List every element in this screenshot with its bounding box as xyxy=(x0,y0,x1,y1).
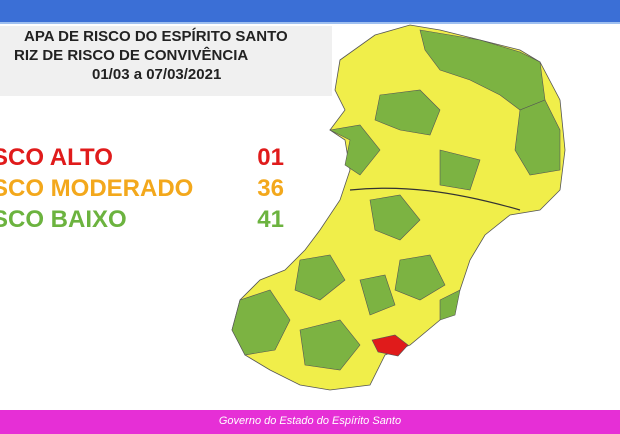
footer-text: Governo do Estado do Espírito Santo xyxy=(218,415,402,427)
footer-bar xyxy=(0,410,620,434)
legend-label: SCO MODERADO xyxy=(0,175,194,202)
title-line1: APA DE RISCO DO ESPÍRITO SANTO xyxy=(24,28,288,45)
legend-count: 36 xyxy=(257,175,284,202)
legend-label: SCO ALTO xyxy=(0,144,113,171)
legend-count: 41 xyxy=(257,206,284,233)
low-risk-areas xyxy=(231,29,561,371)
legend-count: 01 xyxy=(257,144,284,171)
period: 01/03 a 07/03/2021 xyxy=(92,66,222,83)
legend-label: SCO BAIXO xyxy=(0,206,127,233)
high-risk-area xyxy=(371,334,409,357)
title-line2: RIZ DE RISCO DE CONVIVÊNCIA xyxy=(14,47,249,64)
river xyxy=(349,187,521,211)
title-box xyxy=(0,26,332,96)
top-bar xyxy=(0,0,620,24)
